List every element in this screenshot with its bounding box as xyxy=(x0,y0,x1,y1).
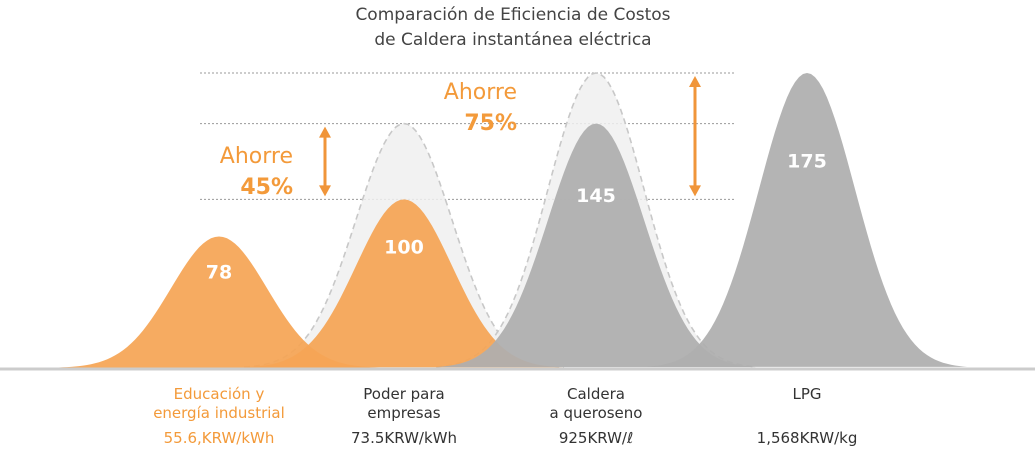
value-label-4: 175 xyxy=(787,150,827,172)
peak-3 xyxy=(436,123,756,368)
category-label-3-line-1: Caldera xyxy=(567,385,625,403)
category-label-1-line-1: Educación y xyxy=(174,385,265,403)
chart-title-line-2: de Caldera instantánea eléctrica xyxy=(374,30,651,50)
category-price-3: 925KRW/ℓ xyxy=(559,429,633,447)
category-price-4: 1,568KRW/kg xyxy=(757,429,858,447)
savings-percent-1: 45% xyxy=(240,175,293,200)
peak-4 xyxy=(647,73,967,367)
category-label-4-line-1: LPG xyxy=(792,385,821,403)
savings-word-2: Ahorre xyxy=(444,80,517,105)
chart-title-line-1: Comparación de Eficiencia de Costos xyxy=(355,5,670,25)
baseline-band xyxy=(0,368,1035,450)
value-label-3: 145 xyxy=(576,185,616,207)
savings-percent-2: 75% xyxy=(464,111,517,136)
savings-arrow-head-down-1 xyxy=(319,185,331,197)
peak-2 xyxy=(244,199,564,368)
category-label-1-line-2: energía industrial xyxy=(153,404,285,422)
category-label-3-line-2: a queroseno xyxy=(550,404,643,422)
value-label-2: 100 xyxy=(384,236,424,258)
peak-1 xyxy=(59,236,379,368)
category-price-2: 73.5KRW/kWh xyxy=(351,429,457,447)
savings-word-1: Ahorre xyxy=(220,144,293,169)
savings-arrow-head-up-1 xyxy=(319,126,331,138)
category-price-1: 55.6,KRW/kWh xyxy=(164,429,275,447)
value-label-1: 78 xyxy=(206,262,232,284)
savings-arrow-head-down-2 xyxy=(689,185,701,197)
savings-arrow-head-up-2 xyxy=(689,76,701,87)
chart-title: Comparación de Eficiencia de Costos de C… xyxy=(355,5,670,50)
category-label-2-line-2: empresas xyxy=(367,404,440,422)
category-label-2-line-1: Poder para xyxy=(363,385,444,403)
